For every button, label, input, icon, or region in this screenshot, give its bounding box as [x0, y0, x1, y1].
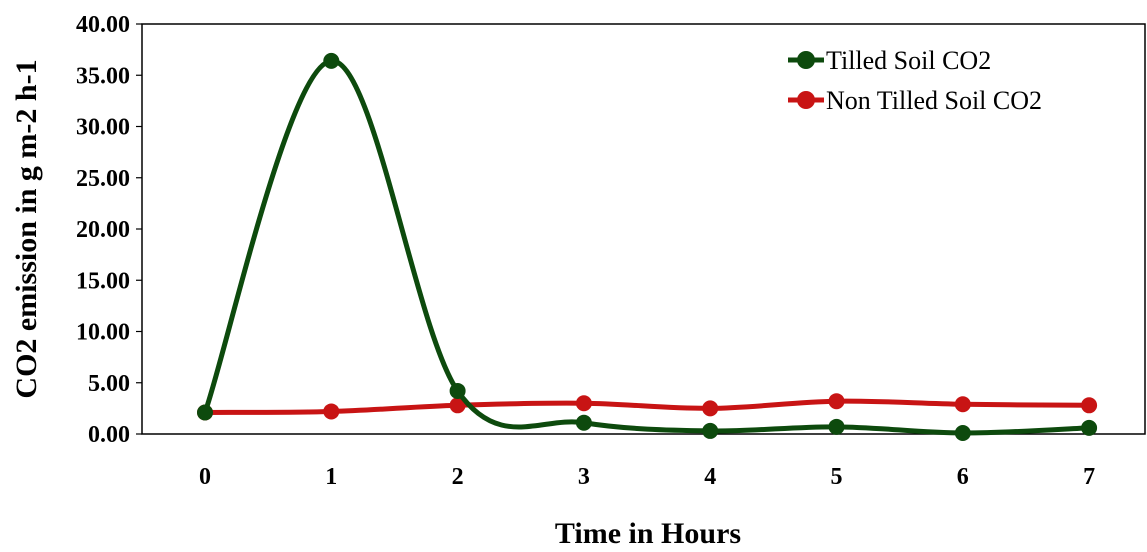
data-point-marker — [449, 397, 466, 414]
y-tick-label: 30.00 — [76, 115, 130, 141]
legend-item: Non Tilled Soil CO2 — [788, 86, 1042, 115]
data-point-marker — [197, 404, 213, 421]
series-layer — [197, 52, 1098, 441]
x-axis: 0 1 2 3 4 5 6 7 — [199, 464, 1095, 490]
y-tick-label: 25.00 — [76, 166, 130, 192]
x-tick-label: 2 — [452, 464, 464, 490]
legend-item: Tilled Soil CO2 — [788, 46, 991, 75]
series-line — [202, 58, 1092, 436]
legend-swatch-marker — [797, 91, 815, 109]
legend-label: Tilled Soil CO2 — [826, 46, 991, 75]
data-point-marker — [954, 396, 971, 413]
y-tick-label: 15.00 — [76, 268, 130, 294]
y-tick-label: 10.00 — [76, 320, 130, 346]
x-tick-label: 7 — [1083, 464, 1095, 490]
data-point-marker — [449, 382, 466, 399]
y-axis: 0.00 5.00 10.00 15.00 20.00 25.00 30.00 35.00 40… — [76, 12, 142, 448]
data-point-marker — [1081, 419, 1098, 436]
x-tick-label: 3 — [578, 464, 590, 490]
y-tick-label: 5.00 — [88, 371, 130, 397]
legend-swatch-marker — [797, 51, 815, 69]
legend-label: Non Tilled Soil CO2 — [826, 86, 1042, 115]
data-point-marker — [702, 422, 719, 439]
x-axis-title: Time in Hours — [555, 517, 741, 550]
y-tick-label: 35.00 — [76, 63, 130, 89]
series-line — [202, 398, 1092, 415]
data-point-marker — [702, 400, 719, 417]
data-point-marker — [575, 414, 592, 431]
x-tick-label: 0 — [199, 464, 211, 490]
data-point-marker — [1081, 397, 1098, 414]
x-tick-label: 5 — [831, 464, 843, 490]
series-non-tilled-soil — [197, 393, 1098, 421]
y-axis-title: CO2 emission in g m-2 h-1 — [10, 59, 43, 398]
data-point-marker — [828, 418, 845, 435]
data-point-marker — [828, 393, 845, 410]
series-tilled-soil — [197, 52, 1098, 441]
data-point-marker — [323, 52, 340, 69]
x-tick-label: 6 — [957, 464, 969, 490]
y-tick-label: 0.00 — [88, 422, 130, 448]
legend: Tilled Soil CO2 Non Tilled Soil CO2 — [788, 46, 1042, 115]
y-tick-label: 20.00 — [76, 217, 130, 243]
data-point-marker — [575, 395, 592, 412]
data-point-marker — [323, 403, 340, 420]
data-point-marker — [954, 424, 971, 441]
x-tick-label: 4 — [704, 464, 716, 490]
x-tick-label: 1 — [325, 464, 337, 490]
y-tick-label: 40.00 — [76, 12, 130, 38]
